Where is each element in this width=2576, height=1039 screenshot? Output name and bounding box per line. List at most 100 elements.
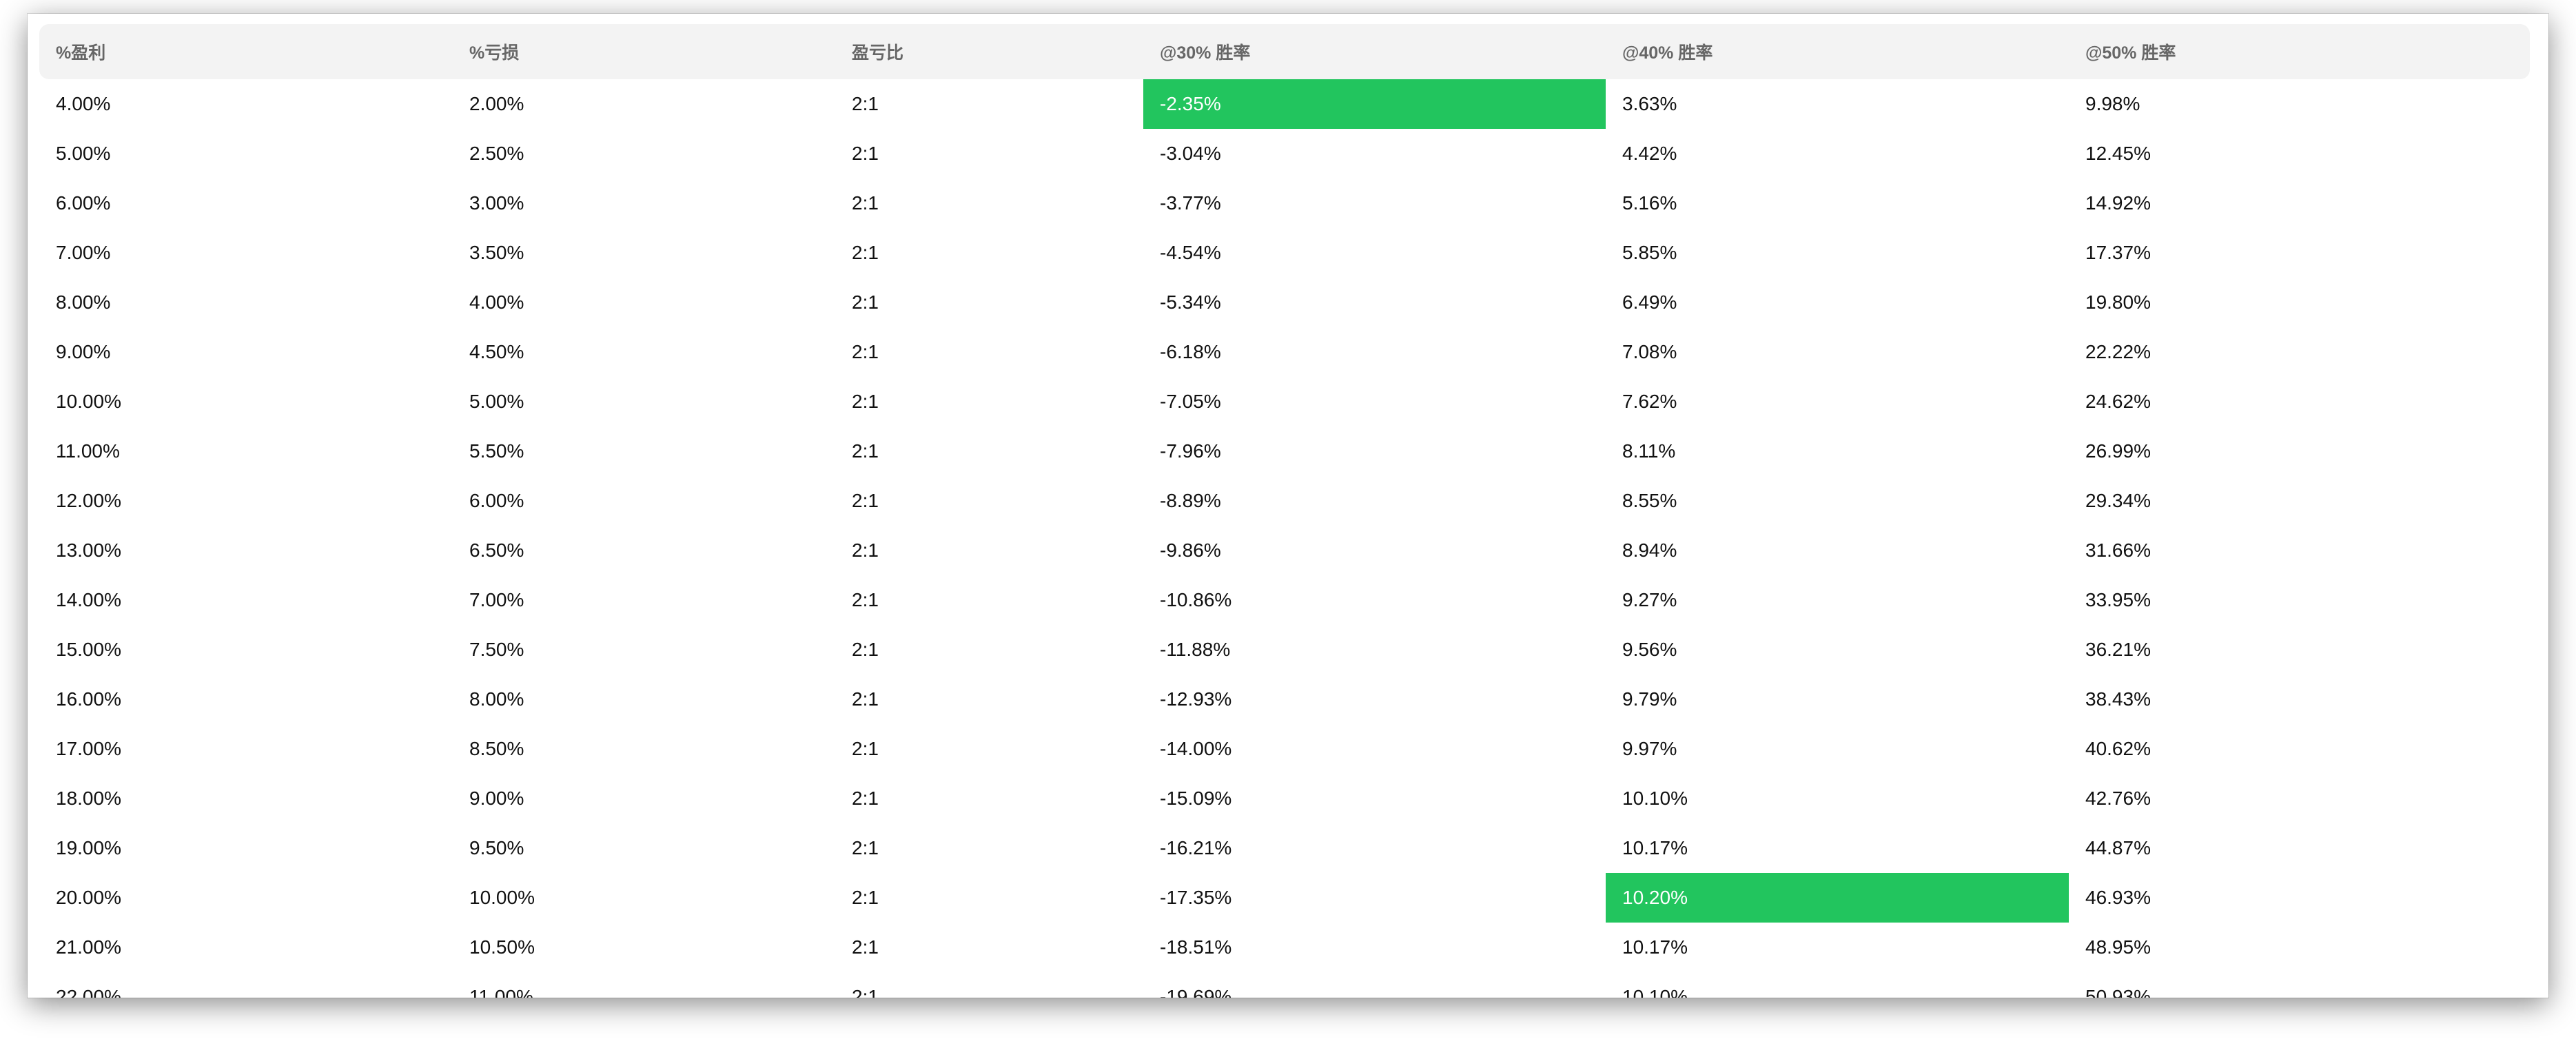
loss-cell[interactable]: 3.00% (469, 192, 524, 214)
winrate-50-cell[interactable]: 46.93% (2085, 887, 2151, 908)
profit-cell[interactable]: 16.00% (56, 688, 121, 710)
column-header-winrate-30[interactable]: @30% 胜率 (1160, 43, 1251, 63)
winrate-40-cell[interactable]: 8.94% (1622, 539, 1677, 561)
winrate-50-cell[interactable]: 29.34% (2085, 490, 2151, 511)
winrate-40-cell[interactable]: 5.85% (1622, 242, 1677, 263)
winrate-30-cell[interactable]: -11.88% (1160, 639, 1231, 660)
winrate-50-cell[interactable]: 42.76% (2085, 788, 2151, 809)
table-row[interactable]: 11.00% 5.50% 2:1 -7.96% 8.11% 26.99% (39, 426, 2530, 476)
winrate-30-cell[interactable]: -15.09% (1160, 788, 1232, 809)
ratio-cell[interactable]: 2:1 (852, 490, 879, 511)
table-row[interactable]: 15.00% 7.50% 2:1 -11.88% 9.56% 36.21% (39, 625, 2530, 675)
ratio-cell[interactable]: 2:1 (852, 143, 879, 164)
table-row[interactable]: 8.00% 4.00% 2:1 -5.34% 6.49% 19.80% (39, 278, 2530, 327)
loss-cell[interactable]: 3.50% (469, 242, 524, 263)
loss-cell[interactable]: 6.50% (469, 539, 524, 561)
table-row[interactable]: 16.00% 8.00% 2:1 -12.93% 9.79% 38.43% (39, 675, 2530, 724)
profit-cell[interactable]: 11.00% (56, 440, 120, 462)
winrate-50-cell[interactable]: 40.62% (2085, 738, 2151, 759)
loss-cell[interactable]: 2.00% (469, 93, 524, 114)
winrate-50-cell[interactable]: 48.95% (2085, 936, 2151, 958)
winrate-50-cell[interactable]: 36.21% (2085, 639, 2151, 660)
loss-cell[interactable]: 5.00% (469, 391, 524, 412)
winrate-50-cell[interactable]: 50.93% (2085, 986, 2151, 998)
winrate-30-cell[interactable]: -3.77% (1160, 192, 1221, 214)
table-row[interactable]: 10.00% 5.00% 2:1 -7.05% 7.62% 24.62% (39, 377, 2530, 426)
winrate-50-cell[interactable]: 19.80% (2085, 291, 2151, 313)
column-header-ratio[interactable]: 盈亏比 (852, 43, 904, 63)
winrate-40-cell[interactable]: 8.11% (1622, 440, 1676, 462)
loss-cell[interactable]: 4.50% (469, 341, 524, 362)
ratio-cell[interactable]: 2:1 (852, 93, 879, 114)
winrate-30-cell[interactable]: -8.89% (1160, 490, 1221, 511)
winrate-30-cell[interactable]: -5.34% (1160, 291, 1221, 313)
ratio-cell[interactable]: 2:1 (852, 986, 879, 998)
winrate-40-cell[interactable]: 9.56% (1622, 639, 1677, 660)
winrate-30-cell[interactable]: -6.18% (1160, 341, 1221, 362)
winrate-50-cell[interactable]: 17.37% (2085, 242, 2151, 263)
loss-cell[interactable]: 9.00% (469, 788, 524, 809)
profit-cell[interactable]: 18.00% (56, 788, 121, 809)
loss-cell[interactable]: 6.00% (469, 490, 524, 511)
ratio-cell[interactable]: 2:1 (852, 887, 879, 908)
profit-cell[interactable]: 22.00% (56, 986, 121, 998)
loss-cell[interactable]: 7.50% (469, 639, 524, 660)
ratio-cell[interactable]: 2:1 (852, 242, 879, 263)
winrate-40-cell[interactable]: 9.97% (1622, 738, 1677, 759)
ratio-cell[interactable]: 2:1 (852, 391, 879, 412)
profit-cell[interactable]: 13.00% (56, 539, 121, 561)
profit-cell[interactable]: 15.00% (56, 639, 121, 660)
winrate-40-cell[interactable]: 4.42% (1622, 143, 1677, 164)
winrate-30-cell[interactable]: -10.86% (1160, 589, 1232, 610)
profit-cell[interactable]: 12.00% (56, 490, 121, 511)
loss-cell[interactable]: 8.00% (469, 688, 524, 710)
loss-cell[interactable]: 10.50% (469, 936, 535, 958)
loss-cell[interactable]: 8.50% (469, 738, 524, 759)
highlighted-winrate-40-cell[interactable]: 10.20% (1606, 873, 2069, 923)
profit-cell[interactable]: 7.00% (56, 242, 111, 263)
winrate-30-cell[interactable]: -18.51% (1160, 936, 1232, 958)
winrate-50-cell[interactable]: 12.45% (2085, 143, 2151, 164)
column-header-winrate-40[interactable]: @40% 胜率 (1622, 43, 1713, 63)
winrate-50-cell[interactable]: 38.43% (2085, 688, 2151, 710)
winrate-50-cell[interactable]: 22.22% (2085, 341, 2151, 362)
winrate-30-cell[interactable]: -7.96% (1160, 440, 1221, 462)
table-row[interactable]: 12.00% 6.00% 2:1 -8.89% 8.55% 29.34% (39, 476, 2530, 526)
winrate-40-cell[interactable]: 9.27% (1622, 589, 1677, 610)
ratio-cell[interactable]: 2:1 (852, 639, 879, 660)
table-row[interactable]: 13.00% 6.50% 2:1 -9.86% 8.94% 31.66% (39, 526, 2530, 575)
ratio-cell[interactable]: 2:1 (852, 341, 879, 362)
winrate-30-cell[interactable]: -4.54% (1160, 242, 1221, 263)
winrate-50-cell[interactable]: 33.95% (2085, 589, 2151, 610)
ratio-cell[interactable]: 2:1 (852, 192, 879, 214)
highlighted-winrate-30-cell[interactable]: -2.35% (1143, 79, 1606, 129)
column-header-loss[interactable]: %亏损 (469, 43, 520, 63)
table-row[interactable]: 7.00% 3.50% 2:1 -4.54% 5.85% 17.37% (39, 228, 2530, 278)
table-row[interactable]: 19.00% 9.50% 2:1 -16.21% 10.17% 44.87% (39, 823, 2530, 873)
table-row[interactable]: 5.00% 2.50% 2:1 -3.04% 4.42% 12.45% (39, 129, 2530, 178)
winrate-30-cell[interactable]: -9.86% (1160, 539, 1221, 561)
loss-cell[interactable]: 4.00% (469, 291, 524, 313)
profit-cell[interactable]: 21.00% (56, 936, 121, 958)
table-row[interactable]: 20.00% 10.00% 2:1 -17.35% 10.20% 46.93% (39, 873, 2530, 923)
table-row[interactable]: 21.00% 10.50% 2:1 -18.51% 10.17% 48.95% (39, 923, 2530, 972)
winrate-40-cell[interactable]: 6.49% (1622, 291, 1677, 313)
table-row[interactable]: 17.00% 8.50% 2:1 -14.00% 9.97% 40.62% (39, 724, 2530, 774)
profit-cell[interactable]: 4.00% (56, 93, 111, 114)
loss-cell[interactable]: 9.50% (469, 837, 524, 858)
table-row[interactable]: 18.00% 9.00% 2:1 -15.09% 10.10% 42.76% (39, 774, 2530, 823)
winrate-40-cell[interactable]: 7.08% (1622, 341, 1677, 362)
winrate-30-cell[interactable]: -12.93% (1160, 688, 1232, 710)
winrate-30-cell[interactable]: -16.21% (1160, 837, 1232, 858)
ratio-cell[interactable]: 2:1 (852, 788, 879, 809)
profit-cell[interactable]: 20.00% (56, 887, 121, 908)
table-row[interactable]: 4.00% 2.00% 2:1 -2.35% 3.63% 9.98% (39, 79, 2530, 129)
winrate-40-cell[interactable]: 3.63% (1622, 93, 1677, 114)
loss-cell[interactable]: 2.50% (469, 143, 524, 164)
profit-cell[interactable]: 14.00% (56, 589, 121, 610)
winrate-50-cell[interactable]: 14.92% (2085, 192, 2151, 214)
ratio-cell[interactable]: 2:1 (852, 440, 879, 462)
table-row[interactable]: 14.00% 7.00% 2:1 -10.86% 9.27% 33.95% (39, 575, 2530, 625)
winrate-50-cell[interactable]: 44.87% (2085, 837, 2151, 858)
table-row[interactable]: 9.00% 4.50% 2:1 -6.18% 7.08% 22.22% (39, 327, 2530, 377)
